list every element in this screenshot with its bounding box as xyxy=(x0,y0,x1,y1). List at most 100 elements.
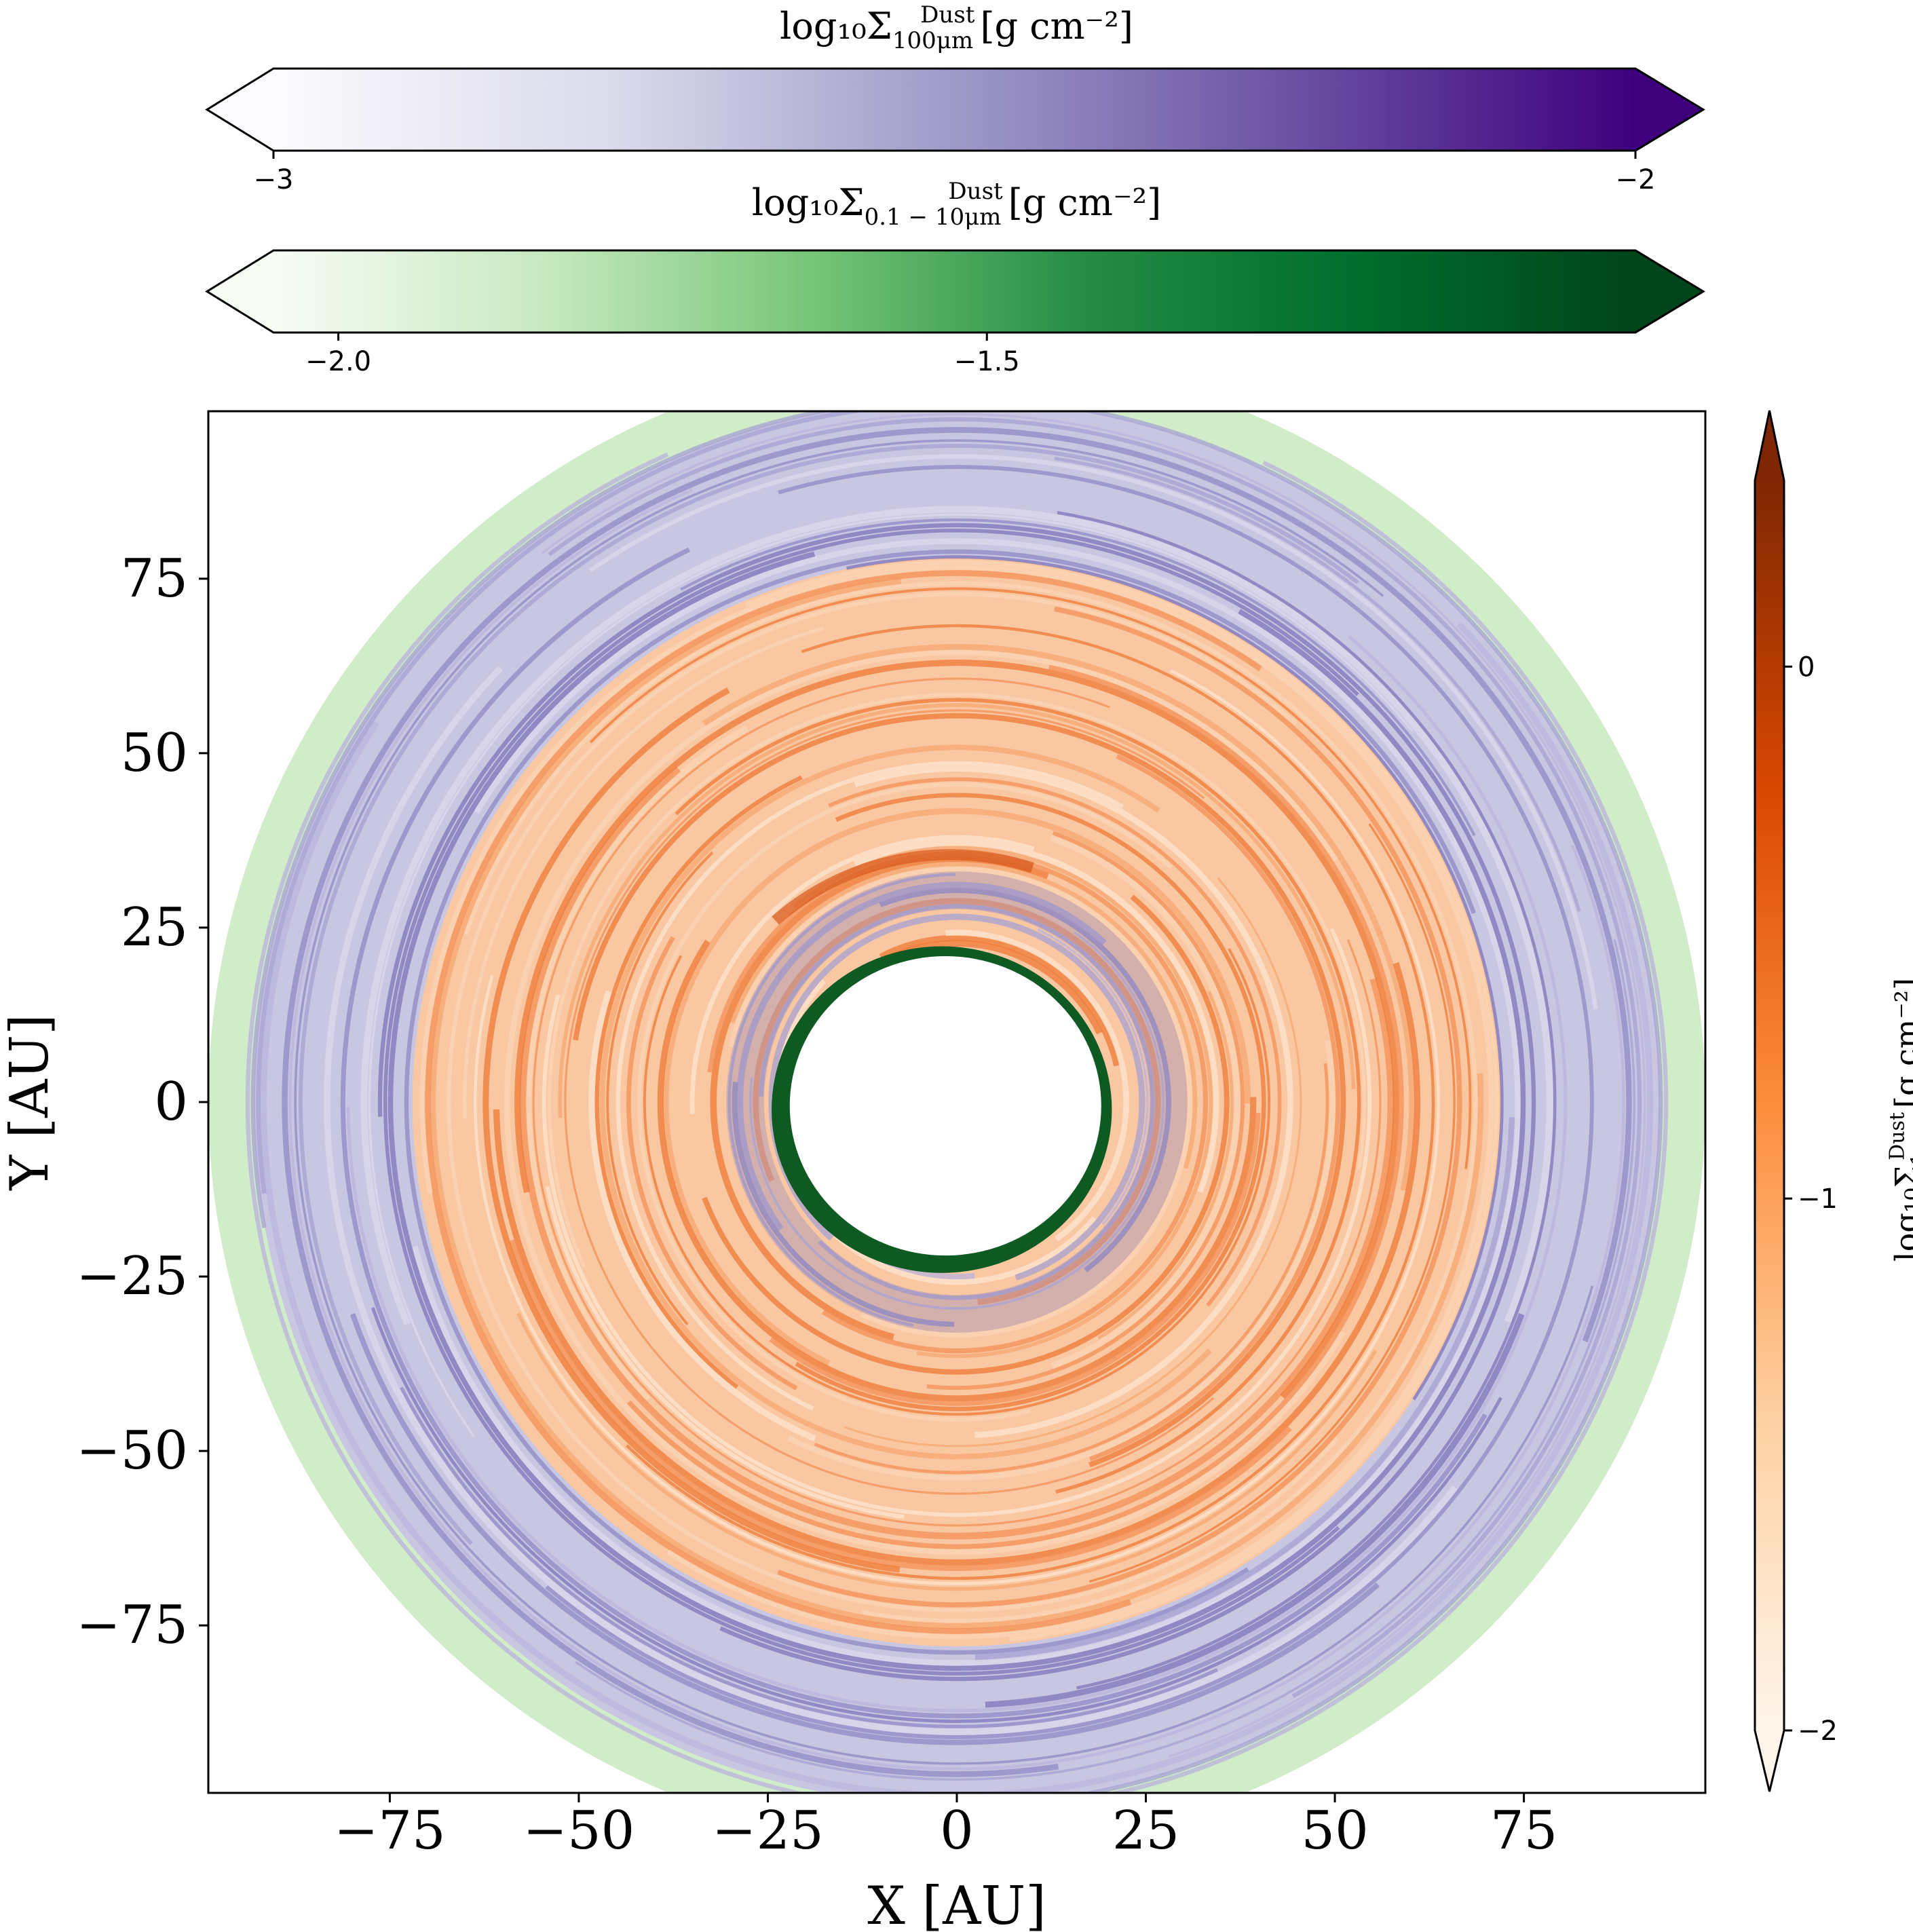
disk-striation xyxy=(769,1112,1261,1406)
y-tick-label: 25 xyxy=(121,897,188,958)
disk-striation xyxy=(542,928,1372,1517)
disk-striation xyxy=(749,931,1165,1310)
disk-inner-purple-band xyxy=(726,871,1188,1333)
colorbar-1mm-extend-low xyxy=(1755,1730,1784,1792)
colorbar-0.1-10um-tick-label: −2.0 xyxy=(305,346,371,377)
x-tick-label: 25 xyxy=(1112,1800,1179,1861)
colorbar-100um-tick-label: −3 xyxy=(254,164,294,195)
disk-striation xyxy=(387,551,1526,1671)
colorbar-1mm-extend-high xyxy=(1755,411,1784,480)
disk-striation xyxy=(945,930,1129,1242)
colorbar-100um-tick-label: −2 xyxy=(1616,164,1656,195)
disk-striation xyxy=(814,1063,1329,1475)
disk-striation xyxy=(1054,457,1581,912)
disk-striation xyxy=(606,851,714,1326)
disk-striation xyxy=(514,660,1399,1399)
disk-striation xyxy=(525,725,749,1402)
disk-central-cavity xyxy=(789,955,1101,1256)
disk-striation xyxy=(727,873,955,1327)
x-tick-label: 50 xyxy=(1301,1800,1368,1861)
disk-striation xyxy=(680,518,1476,837)
disk-striation xyxy=(974,1117,1516,1661)
x-tick-label: −50 xyxy=(523,1800,635,1861)
disk-striation xyxy=(547,692,1367,1268)
y-tick-label: −25 xyxy=(76,1246,188,1307)
colorbar-1mm xyxy=(1755,480,1784,1730)
disk-striation xyxy=(288,489,1625,1770)
disk-striation xyxy=(532,677,1382,1527)
disk-striation xyxy=(615,761,1124,1411)
disk-striation xyxy=(879,934,1120,1067)
disk-striation xyxy=(675,698,1361,1494)
y-tick-label: 75 xyxy=(121,548,188,609)
disk-striation xyxy=(793,846,1213,1359)
disk-striation xyxy=(657,939,1257,1402)
y-tick-label: −50 xyxy=(76,1420,188,1481)
disk-striation xyxy=(594,775,803,1389)
disk-striation xyxy=(573,713,1346,1468)
disk-striation xyxy=(588,454,1598,1010)
disk-striation xyxy=(599,744,1212,1460)
plot-area xyxy=(208,411,1705,1793)
disk-striation xyxy=(1097,991,1234,1340)
y-tick-label: 50 xyxy=(121,723,188,784)
disk-striation xyxy=(853,839,1219,1194)
disk-striation xyxy=(828,777,1282,1307)
disk-striation xyxy=(368,513,1414,1438)
disk-striation xyxy=(662,808,1251,1367)
disk-striation xyxy=(463,581,1478,1623)
disk-striation xyxy=(419,565,1494,1640)
disk-striation xyxy=(541,413,1646,1758)
disk-striation xyxy=(482,687,901,1573)
disk-striation xyxy=(1089,754,1340,1462)
disk-striation xyxy=(545,1186,905,1519)
disk-striation xyxy=(846,555,1504,1401)
colorbar-100um-extend-high xyxy=(1635,69,1703,151)
disk-striation xyxy=(926,831,1245,1390)
colorbars: −3 −2 −2.0 −1.5 0 −1 −2 xyxy=(205,67,1838,1792)
colorbar-0.1-10um-outline xyxy=(205,249,1705,334)
disk-striation xyxy=(702,643,1416,1191)
disk-striation xyxy=(548,417,1642,1699)
colorbar-0.1-10um xyxy=(273,250,1635,333)
disk-striation xyxy=(1037,928,1149,1226)
colorbar-1mm-tick-label: −2 xyxy=(1798,1716,1838,1747)
disk-striation xyxy=(1057,510,1557,1690)
disk-striation xyxy=(400,1386,1218,1728)
colorbar-100um-extend-low xyxy=(207,69,273,151)
disk-striation xyxy=(346,635,1568,1713)
disk-striation xyxy=(474,668,1440,1585)
disk-striation xyxy=(294,439,1594,1765)
disk-striation xyxy=(637,782,1173,1422)
disk-striation xyxy=(753,898,1161,1306)
colorbar-1mm-tick-label: −1 xyxy=(1798,1183,1838,1215)
colorbar-100um-title: log₁₀Σ100μmDust [g cm⁻²] xyxy=(780,1,1133,54)
disk-striation xyxy=(564,709,1215,1495)
disk-striation xyxy=(844,877,1302,1447)
disk-striation xyxy=(736,882,1107,1232)
colorbar-0.1-10um-extend-low xyxy=(207,250,273,333)
x-tick-label: −75 xyxy=(334,1800,446,1861)
disk-striation xyxy=(298,443,1359,1545)
disk-striation xyxy=(404,549,1476,1655)
disk-striation xyxy=(447,592,1340,1612)
disk-bright-arc xyxy=(772,849,1034,925)
colorbar-1mm-tick-label: 0 xyxy=(1798,651,1815,683)
disk-striation xyxy=(349,1312,1380,1745)
disk-striation xyxy=(985,1312,1525,1708)
x-axis-label: X [AU] xyxy=(867,1876,1046,1932)
disk-striation xyxy=(424,569,1263,1635)
disk-striation xyxy=(787,1040,1336,1481)
disk-striation xyxy=(625,624,1435,1580)
disk-striation xyxy=(732,1081,955,1327)
disk-striation xyxy=(516,1312,1378,1591)
axes: −75 −50 −25 0 25 50 75 75 50 25 0 −25 −50 −75 X [AU] Y … xyxy=(0,410,1707,1932)
disk-striation xyxy=(430,578,1484,1629)
disk-striation xyxy=(412,538,1521,1666)
disk-striation xyxy=(250,411,1663,1793)
disk-striation xyxy=(689,835,1035,1114)
x-tick-label: 0 xyxy=(940,1800,974,1861)
disk-striation xyxy=(626,936,798,1390)
disk-striation xyxy=(371,1307,1502,1723)
